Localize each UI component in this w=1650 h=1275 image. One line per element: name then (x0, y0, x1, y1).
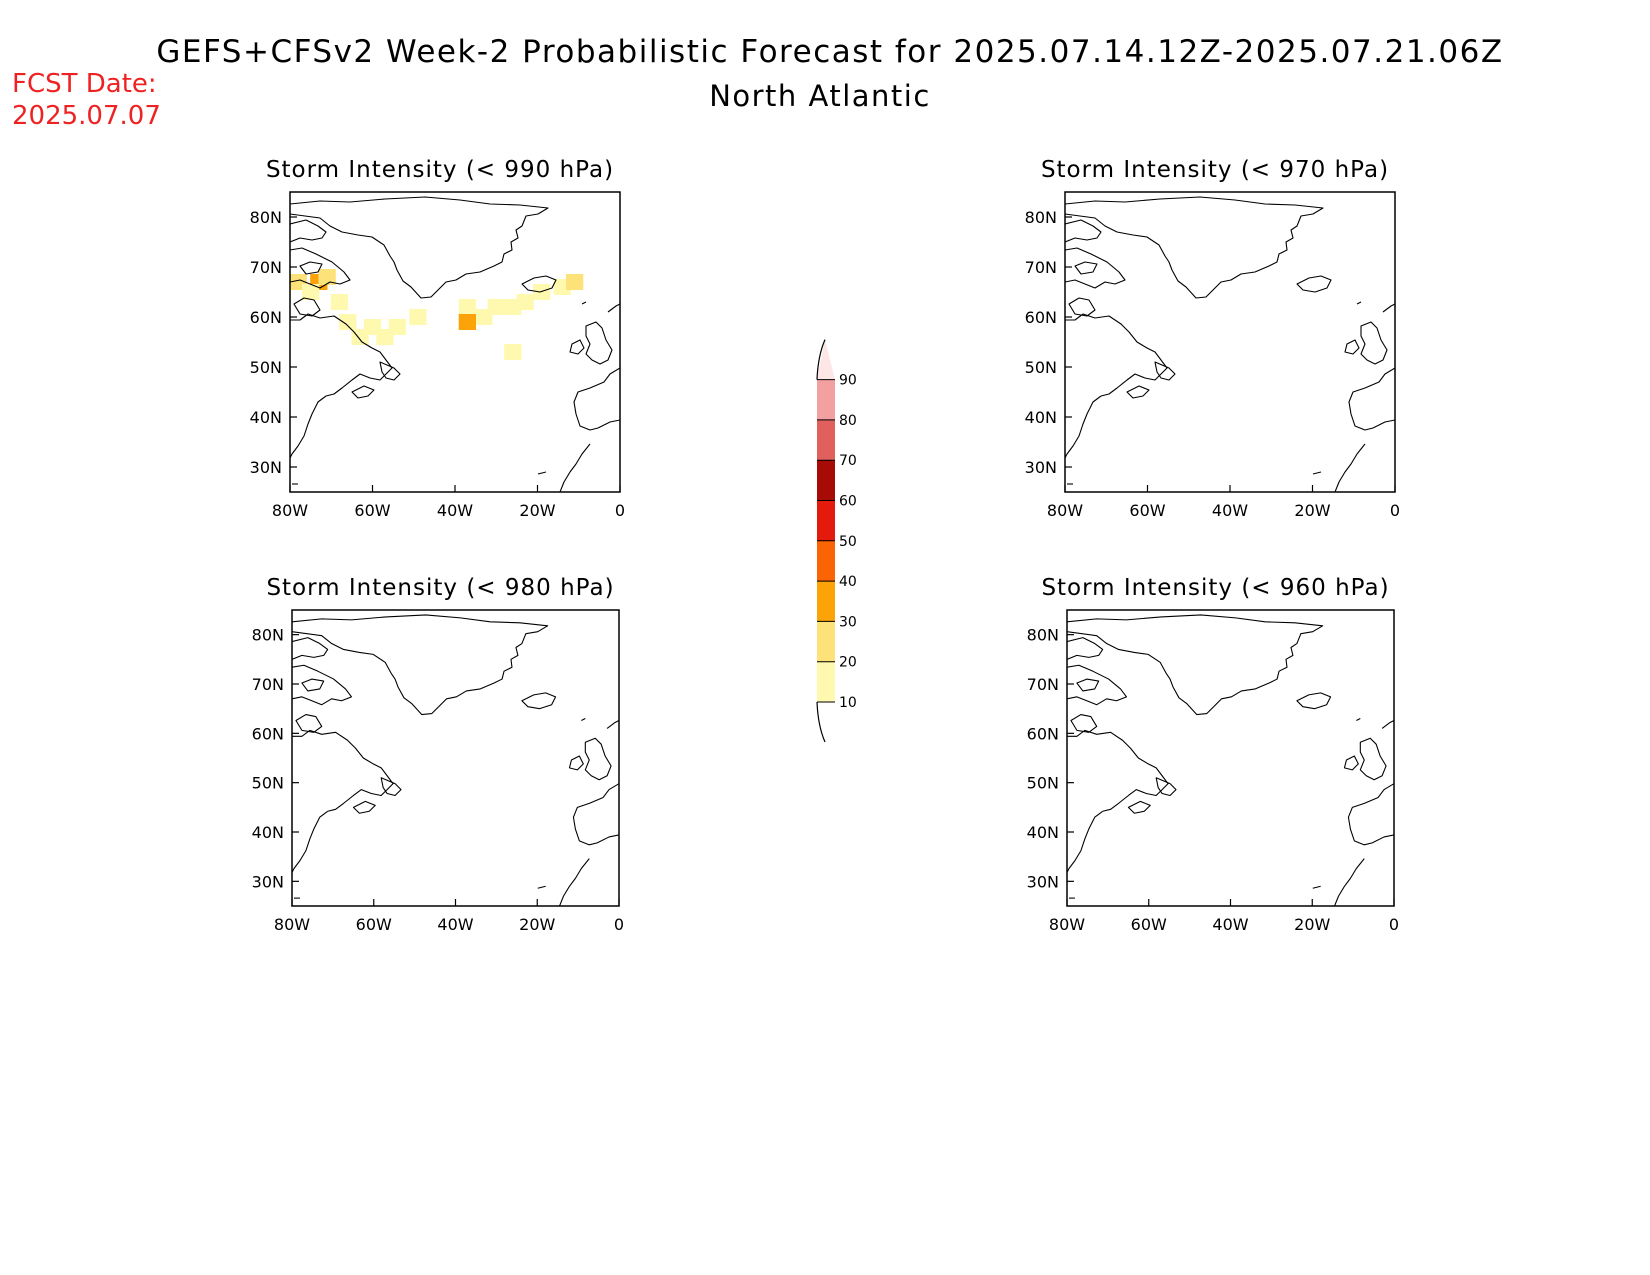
coastline (292, 614, 620, 907)
probability-cell (339, 314, 357, 330)
lat-tick-label: 50N (252, 774, 284, 793)
lon-tick-label: 80W (1047, 501, 1083, 520)
lat-tick-label: 40N (1027, 823, 1059, 842)
lon-tick-label: 0 (1389, 915, 1399, 934)
colorbar-tick-label: 10 (839, 695, 857, 711)
lat-tick-label: 60N (1027, 724, 1059, 743)
colorbar-segment (817, 581, 835, 622)
lon-tick-label: 60W (354, 501, 390, 520)
lat-tick-label: 70N (250, 258, 282, 277)
probability-cell (318, 269, 336, 285)
figure-title: GEFS+CFSv2 Week-2 Probabilistic Forecast… (156, 34, 1503, 70)
figure-subtitle: North Atlantic (709, 79, 931, 113)
lat-tick-label: 30N (252, 872, 284, 891)
lon-tick-label: 80W (272, 501, 308, 520)
probability-cell (330, 294, 349, 310)
map-panel-bottom-right: Storm Intensity (< 960 hPa) 80W 60W 40W 20W 0… (1027, 575, 1399, 934)
lon-tick-label: 20W (1294, 501, 1330, 520)
map-panel-bottom-left: Storm Intensity (< 980 hPa) 80W 60W 40W 20W 0… (252, 575, 624, 934)
lat-tick-label: 30N (250, 458, 282, 477)
lat-tick-label: 80N (250, 208, 282, 227)
colorbar-segment (817, 661, 835, 702)
lon-tick-label: 20W (1294, 915, 1330, 934)
lat-tick-label: 70N (252, 675, 284, 694)
colorbar-segment (817, 419, 835, 461)
map-frame (1064, 191, 1396, 493)
lon-tick-label: 60W (1131, 915, 1167, 934)
colorbar-tick-label: 90 (839, 373, 857, 389)
coastline (1067, 614, 1395, 907)
map-panel-top-left: Storm Intensity (< 990 hPa) 80W 60W 40W 20W 0… (250, 157, 625, 520)
colorbar-tick-label: 20 (839, 655, 857, 671)
lon-tick-label: 0 (615, 501, 625, 520)
lon-tick-label: 0 (614, 915, 624, 934)
probability-cell (409, 309, 427, 325)
probability-cell (504, 344, 522, 360)
colorbar-segment (817, 460, 835, 501)
panel-title: Storm Intensity (< 970 hPa) (1041, 157, 1389, 183)
lat-tick-label: 50N (250, 358, 282, 377)
panel-title: Storm Intensity (< 960 hPa) (1041, 575, 1389, 601)
fcst-date-label: FCST Date: (12, 69, 157, 99)
colorbar-tick-label: 60 (839, 494, 857, 510)
lat-tick-label: 40N (1025, 408, 1057, 427)
probability-cell (458, 299, 476, 315)
lon-tick-label: 40W (437, 915, 473, 934)
colorbar-tick-label: 30 (839, 614, 857, 630)
map-frame (291, 609, 620, 907)
fcst-date-value: 2025.07.07 (12, 101, 161, 131)
lat-tick-label: 30N (1027, 872, 1059, 891)
lat-tick-label: 70N (1025, 258, 1057, 277)
colorbar-high-extension (817, 339, 835, 380)
panel-title: Storm Intensity (< 990 hPa) (266, 157, 614, 183)
panel-title: Storm Intensity (< 980 hPa) (266, 575, 614, 601)
probability-cell (388, 319, 406, 335)
colorbar-segment (817, 621, 835, 662)
lat-tick-label: 80N (252, 626, 284, 645)
lat-tick-label: 40N (252, 823, 284, 842)
colorbar-segment (817, 540, 835, 582)
colorbar-segment (817, 500, 835, 541)
probability-cell (458, 314, 476, 330)
probability-cell (516, 294, 534, 310)
coastline (290, 196, 620, 492)
lat-tick-label: 50N (1027, 774, 1059, 793)
lon-tick-label: 60W (356, 915, 392, 934)
lat-tick-label: 60N (1025, 308, 1057, 327)
colorbar-segment (817, 379, 835, 420)
lon-tick-label: 0 (1390, 501, 1400, 520)
lon-tick-label: 20W (519, 915, 555, 934)
colorbar-tick-label: 50 (839, 534, 857, 550)
colorbar: 10 20 30 40 50 60 70 80 90 (816, 339, 857, 743)
colorbar-tick-label: 80 (839, 413, 857, 429)
map-frame (289, 191, 621, 493)
lat-tick-label: 70N (1027, 675, 1059, 694)
map-frame (1066, 609, 1395, 907)
colorbar-tick-label: 40 (839, 574, 857, 590)
lon-tick-label: 40W (437, 501, 473, 520)
probability-cell (487, 299, 505, 315)
lat-tick-label: 30N (1025, 458, 1057, 477)
lon-tick-label: 60W (1129, 501, 1165, 520)
panel-group: Storm Intensity (< 990 hPa) 80W 60W 40W 20W 0… (250, 157, 1400, 934)
lat-tick-label: 80N (1025, 208, 1057, 227)
lon-tick-label: 20W (519, 501, 555, 520)
lon-tick-label: 40W (1212, 915, 1248, 934)
lat-tick-label: 60N (252, 724, 284, 743)
probability-cell (302, 284, 320, 300)
colorbar-tick-label: 70 (839, 453, 857, 469)
lon-tick-label: 80W (274, 915, 310, 934)
coastline (1065, 196, 1395, 492)
colorbar-low-extension (817, 702, 835, 742)
map-panel-top-right: Storm Intensity (< 970 hPa) 80W 60W 40W 20W 0… (1025, 157, 1400, 520)
lat-tick-label: 60N (250, 308, 282, 327)
lat-tick-label: 80N (1027, 626, 1059, 645)
lat-tick-label: 50N (1025, 358, 1057, 377)
probability-cell (566, 274, 584, 290)
lon-tick-label: 80W (1049, 915, 1085, 934)
lat-tick-label: 40N (250, 408, 282, 427)
lon-tick-label: 40W (1212, 501, 1248, 520)
